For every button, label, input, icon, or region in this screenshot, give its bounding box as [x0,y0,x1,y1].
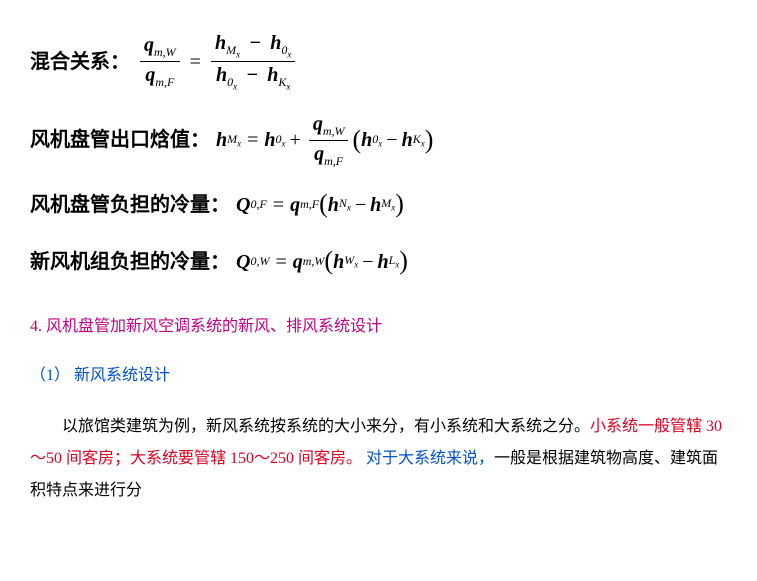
fraction-left: qm,W qm,F [140,32,180,90]
body-paragraph: 以旅馆类建筑为例，新风系统按系统的大小来分，有小系统和大系统之分。小系统一般管辖… [30,411,727,507]
body-text-blue: 对于大系统来说， [362,450,494,467]
fraction: qm,W qm,F [309,111,349,169]
formula-label: 混合关系： [30,44,130,80]
subsection-heading: （1） 新风系统设计 [30,362,727,391]
formula-mix-relation: 混合关系： qm,W qm,F = hMx − h0x h0x − hKx [30,30,727,93]
formula-label: 新风机组负担的冷量： [30,244,230,280]
formula-fresh-air-cooling: 新风机组负担的冷量： Q0,W = qm,W ( hWx − hLx ) [30,238,727,285]
formula-fcu-cooling: 风机盘管负担的冷量： Q0,F = qm,F ( hNx − hMx ) [30,181,727,228]
fraction-right: hMx − h0x h0x − hKx [211,30,295,93]
body-text-part: 以旅馆类建筑为例，新风系统按系统的大小来分，有小系统和大系统之分。 [62,418,590,435]
equals: = [190,44,201,80]
formula-label: 风机盘管出口焓值： [30,122,210,158]
section-heading: 4. 风机盘管加新风空调系统的新风、排风系统设计 [30,313,727,342]
formula-label: 风机盘管负担的冷量： [30,187,230,223]
formula-outlet-enthalpy: 风机盘管出口焓值： hMx = h0x + qm,W qm,F ( h0x − … [30,111,727,169]
